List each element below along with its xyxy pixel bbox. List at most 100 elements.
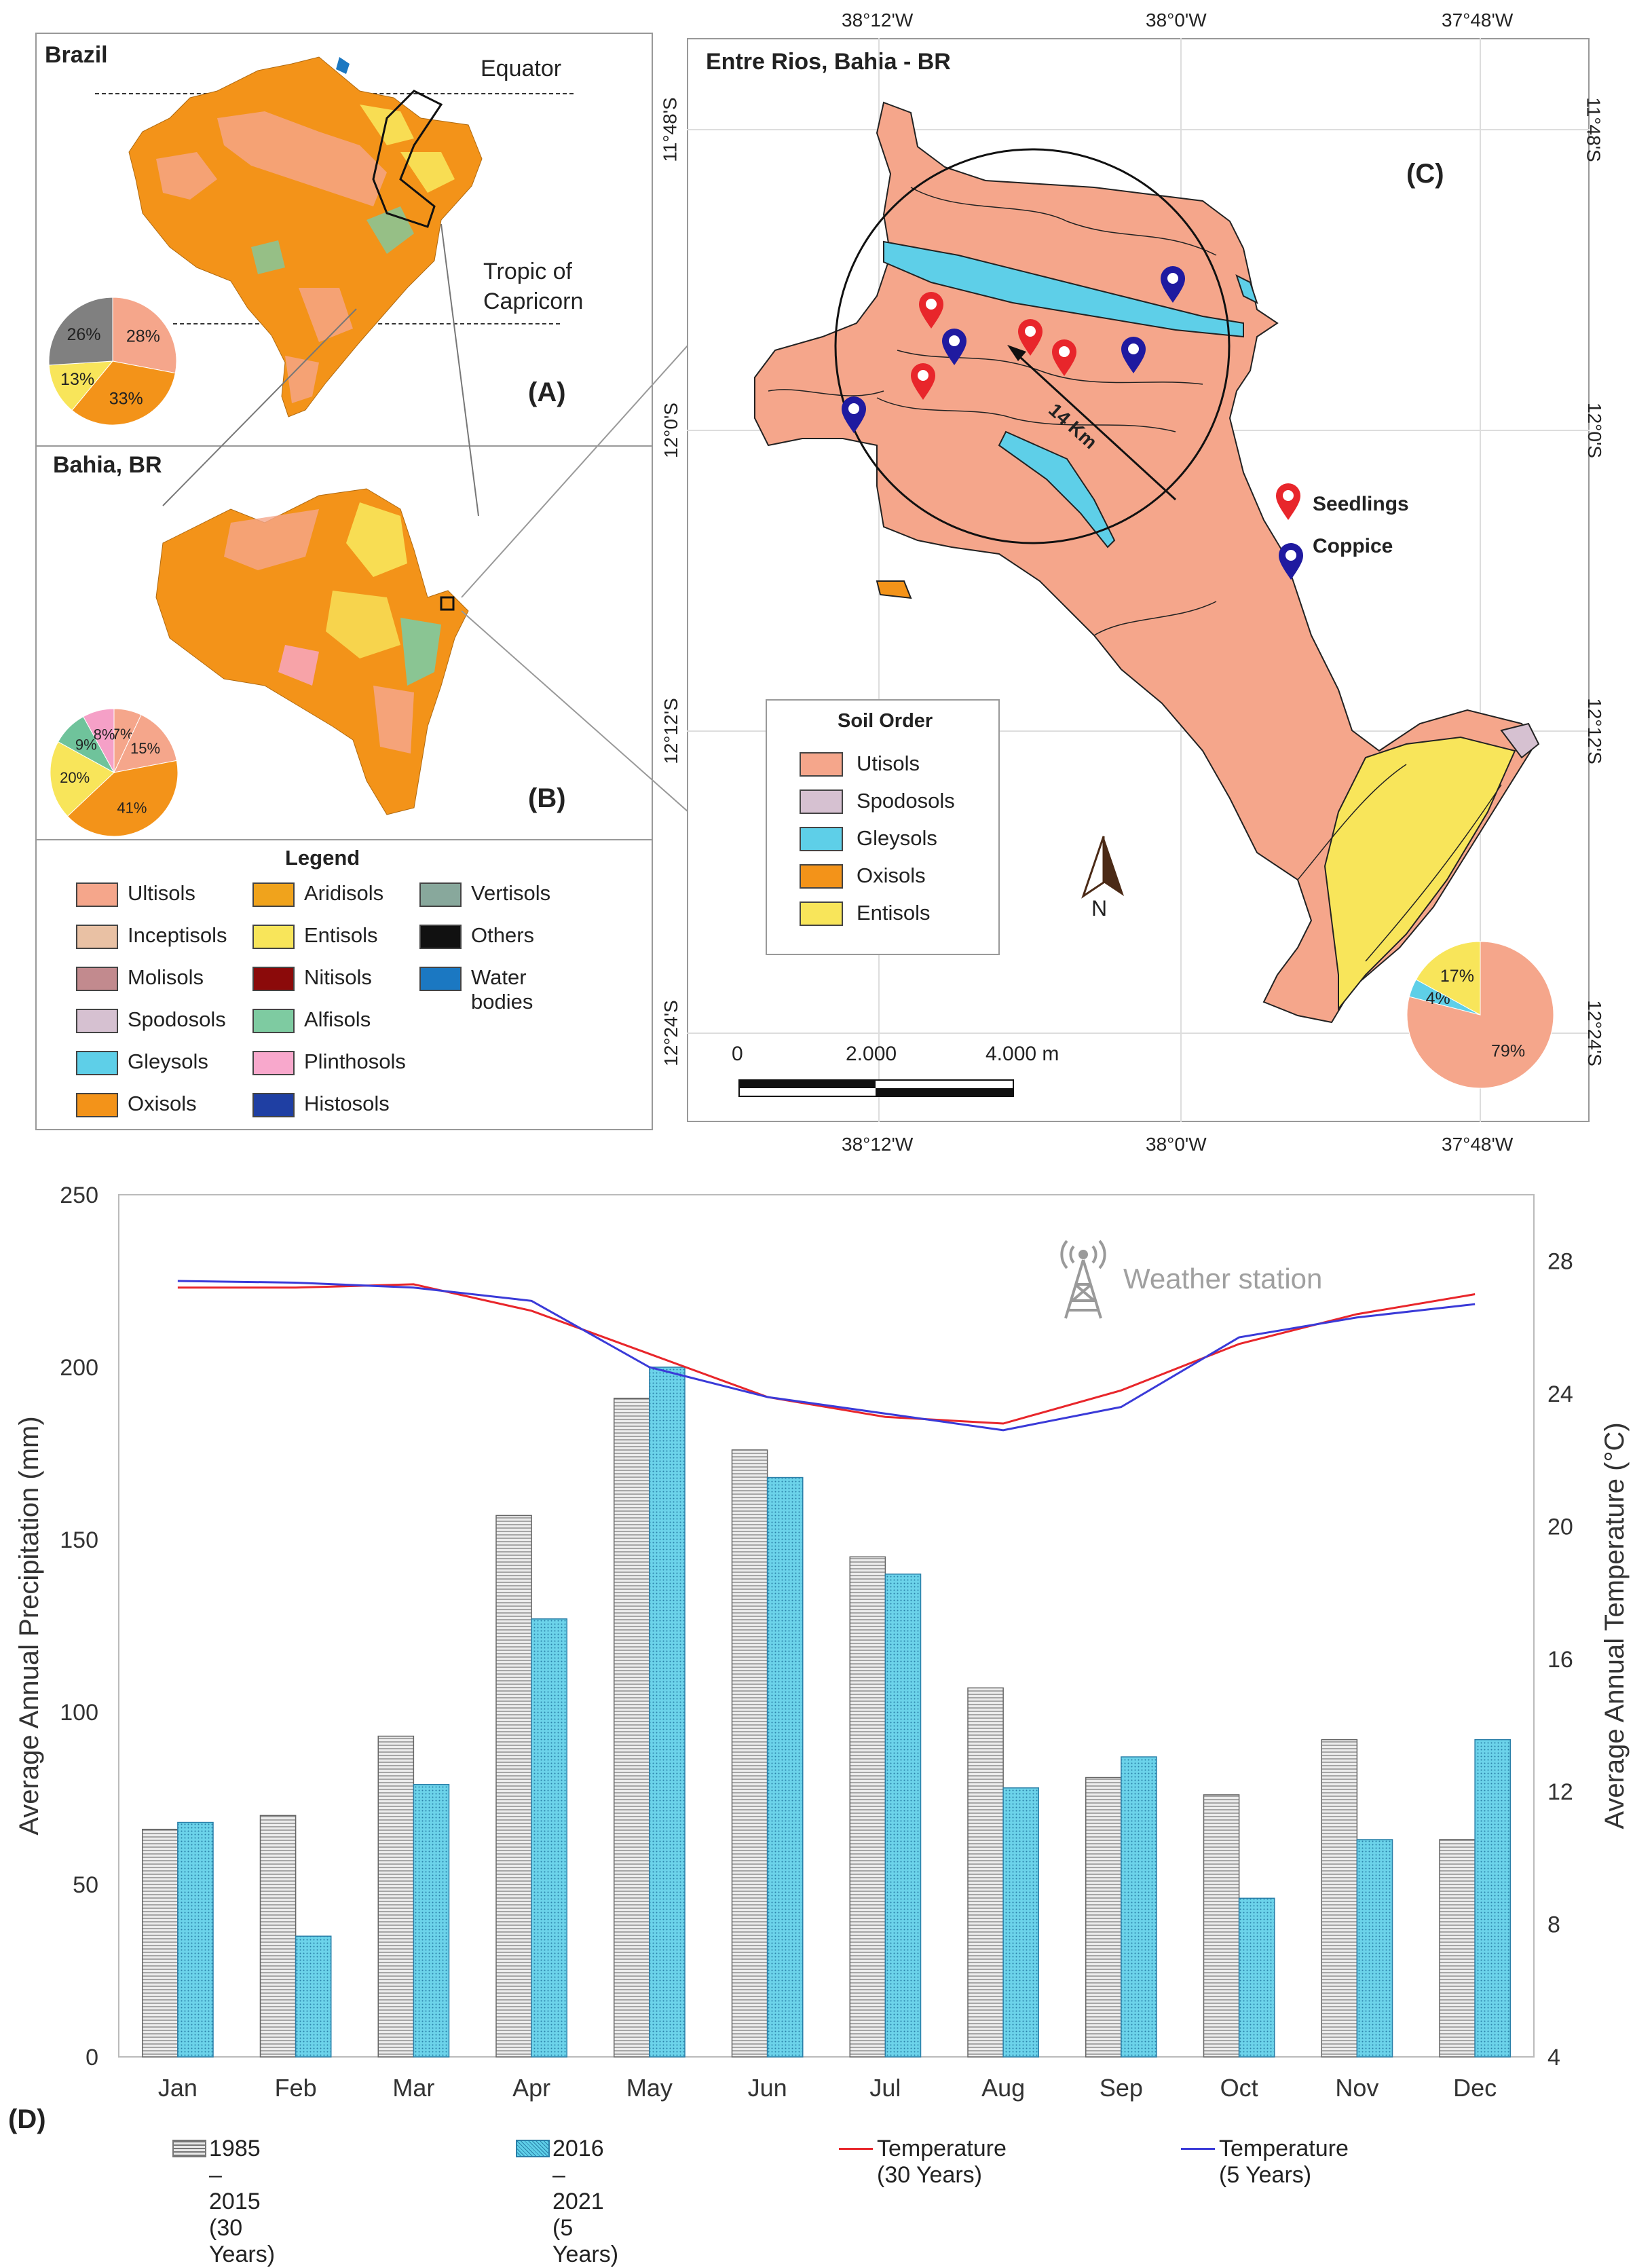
bar-30yr [1085, 1777, 1122, 2058]
legend-label-spodosols: Spodosols [128, 1007, 226, 1031]
soil-swatch-oxisols [800, 864, 843, 889]
plot-area [118, 1194, 1535, 2058]
y-tick-label: 150 [60, 1527, 98, 1553]
bar-30yr [1203, 1794, 1240, 2058]
bar-30yr [849, 1556, 886, 2058]
scale-end: 4.000 m [985, 1043, 1059, 1065]
bar-5yr [177, 1821, 214, 2058]
y2-axis-label: Average Annual Temperature (°C) [1600, 1422, 1630, 1829]
grid-lon-1 [878, 38, 880, 1122]
seedling-marker-icon [1018, 319, 1043, 356]
bar-30yr [1321, 1739, 1358, 2058]
bar-5yr [413, 1783, 450, 2058]
grid-lat-1 [687, 129, 1590, 130]
brazil-pie-label: 13% [60, 370, 94, 389]
panel-a-title: Brazil [45, 42, 108, 68]
x-tick-label: Mar [392, 2074, 434, 2102]
bahia-pie-slice [67, 760, 179, 837]
bahia-pie-label: 9% [75, 736, 97, 753]
legend-swatch-others [419, 925, 462, 949]
lat-tick-left-4: 12°24'S [660, 1000, 681, 1066]
legend-swatch-water-bodies [419, 967, 462, 991]
x-tick-label: Jun [748, 2074, 787, 2102]
legend-label-molisols: Molisols [128, 965, 204, 989]
legend-swatch-vertisols [419, 882, 462, 907]
entre-rios-pie-slice [1415, 941, 1481, 1016]
legend-label-gleysols: Gleysols [128, 1049, 208, 1073]
lat-tick-left-3: 12°12'S [660, 698, 681, 764]
soil-swatch-entisols [800, 901, 843, 926]
panel-c-title: Entre Rios, Bahia - BR [706, 49, 951, 75]
x-tick-label: Nov [1335, 2074, 1378, 2102]
x-tick-label: Feb [275, 2074, 317, 2102]
lon-tick-bottom-2: 38°0'W [1146, 1134, 1207, 1155]
legend-label-temp-30yr: Temperature (30 Years) [877, 2136, 1007, 2188]
bar-30yr [377, 1735, 415, 2058]
lon-tick-top-3: 37°48'W [1442, 10, 1514, 31]
coppice-marker-icon [1121, 337, 1146, 373]
brazil-pie-slice [112, 297, 177, 374]
panel-d-tag: (D) [8, 2104, 46, 2134]
panel-b-legend-divider [35, 839, 653, 840]
bahia-pie-slice [113, 714, 177, 773]
bar-5yr [649, 1367, 686, 2058]
x-tick-label: Dec [1453, 2074, 1497, 2102]
legend-swatch-spodosols [76, 1009, 118, 1033]
brazil-pie-slice [48, 297, 113, 366]
bar-5yr [1474, 1739, 1511, 2058]
grid-lat-4 [687, 1033, 1590, 1034]
bahia-map [155, 488, 469, 815]
legend-swatch-5yr-bars [516, 2140, 550, 2157]
legend-label-5yr-bars: 2016 – 2021 (5 Years) [552, 2136, 619, 2267]
legend-swatch-molisols [76, 967, 118, 991]
legend-swatch-alfisols [252, 1009, 295, 1033]
north-arrow-icon [1081, 836, 1124, 899]
panel-a-b-divider [35, 445, 653, 447]
legend-swatch-plinthosols [252, 1051, 295, 1075]
coppice-marker-icon [942, 329, 966, 365]
bar-5yr [295, 1935, 332, 2058]
legend-label-water-bodies: Water bodies [471, 965, 533, 1014]
y-tick-label: 200 [60, 1355, 98, 1381]
x-tick-label: Sep [1100, 2074, 1143, 2102]
entre-rios-pie-label: 79% [1491, 1042, 1525, 1061]
seedling-marker-icon [919, 292, 943, 329]
bar-5yr [1002, 1787, 1039, 2058]
temperature-30yr-line [177, 1283, 1476, 1425]
legend-swatch-aridisols [252, 882, 295, 907]
bahia-pie-slice [50, 741, 115, 817]
grid-lon-3 [1480, 38, 1481, 1122]
coppice-marker-icon [1161, 266, 1185, 303]
bar-30yr [259, 1815, 297, 2058]
legend-label-temp-5yr: Temperature (5 Years) [1219, 2136, 1349, 2188]
seedling-marker-icon [1052, 339, 1076, 376]
brazil-pie-label: 33% [109, 390, 143, 409]
panel-a-tag: (A) [528, 377, 566, 407]
x-tick-label: May [626, 2074, 673, 2102]
entre-rios-pie-slice [1406, 941, 1554, 1089]
equator-label: Equator [481, 56, 562, 81]
legend-label-30yr-bars: 1985 – 2015 (30 Years) [209, 2136, 276, 2267]
soil-label-spodosols: Spodosols [857, 789, 955, 813]
brazil-pie-slice [48, 360, 114, 411]
coppice-legend-icon [1279, 543, 1303, 580]
legend-swatch-nitisols [252, 967, 295, 991]
panel-c-tag: (C) [1406, 159, 1444, 189]
soil-label-utisols: Utisols [857, 751, 920, 775]
brazil-pie-label: 28% [126, 327, 160, 346]
x-tick-label: Oct [1220, 2074, 1258, 2102]
x-tick-label: Jan [158, 2074, 198, 2102]
x-tick-label: Aug [981, 2074, 1025, 2102]
seedlings-label: Seedlings [1313, 493, 1409, 515]
soil-label-entisols: Entisols [857, 901, 931, 925]
legend-label-entisols: Entisols [304, 923, 378, 947]
lon-tick-bottom-3: 37°48'W [1442, 1134, 1514, 1155]
lat-tick-left-2: 12°0'S [660, 403, 681, 458]
bar-30yr [731, 1449, 768, 2058]
legend-title: Legend [285, 846, 360, 870]
brazil-soil-pie: 28% 33% 13% 26% [48, 297, 177, 426]
bar-30yr [614, 1397, 650, 2058]
y2-tick-label: 20 [1547, 1514, 1573, 1540]
tropic-label: Tropic of Capricorn [483, 259, 584, 314]
bar-30yr [1439, 1839, 1476, 2058]
